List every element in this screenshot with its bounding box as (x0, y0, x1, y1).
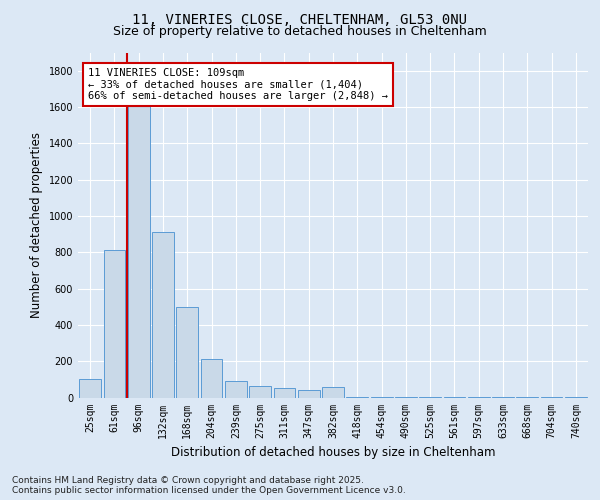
Text: Contains HM Land Registry data © Crown copyright and database right 2025.
Contai: Contains HM Land Registry data © Crown c… (12, 476, 406, 495)
Bar (176, 306, 198, 398)
Bar (298, 390, 320, 398)
Bar (104, 250, 125, 398)
Bar (152, 232, 174, 398)
X-axis label: Distribution of detached houses by size in Cheltenham: Distribution of detached houses by size … (171, 446, 495, 459)
Text: 11 VINERIES CLOSE: 109sqm
← 33% of detached houses are smaller (1,404)
66% of se: 11 VINERIES CLOSE: 109sqm ← 33% of detac… (88, 68, 388, 101)
Bar (200, 360, 223, 398)
Bar (225, 381, 247, 398)
Bar (79, 380, 101, 398)
Y-axis label: Number of detached properties: Number of detached properties (30, 132, 43, 318)
Bar (346, 396, 368, 398)
Bar (128, 94, 149, 398)
Bar (249, 386, 271, 398)
Text: Size of property relative to detached houses in Cheltenham: Size of property relative to detached ho… (113, 25, 487, 38)
Bar (274, 388, 295, 398)
Text: 11, VINERIES CLOSE, CHELTENHAM, GL53 0NU: 11, VINERIES CLOSE, CHELTENHAM, GL53 0NU (133, 12, 467, 26)
Bar (322, 386, 344, 398)
Bar (541, 396, 562, 398)
